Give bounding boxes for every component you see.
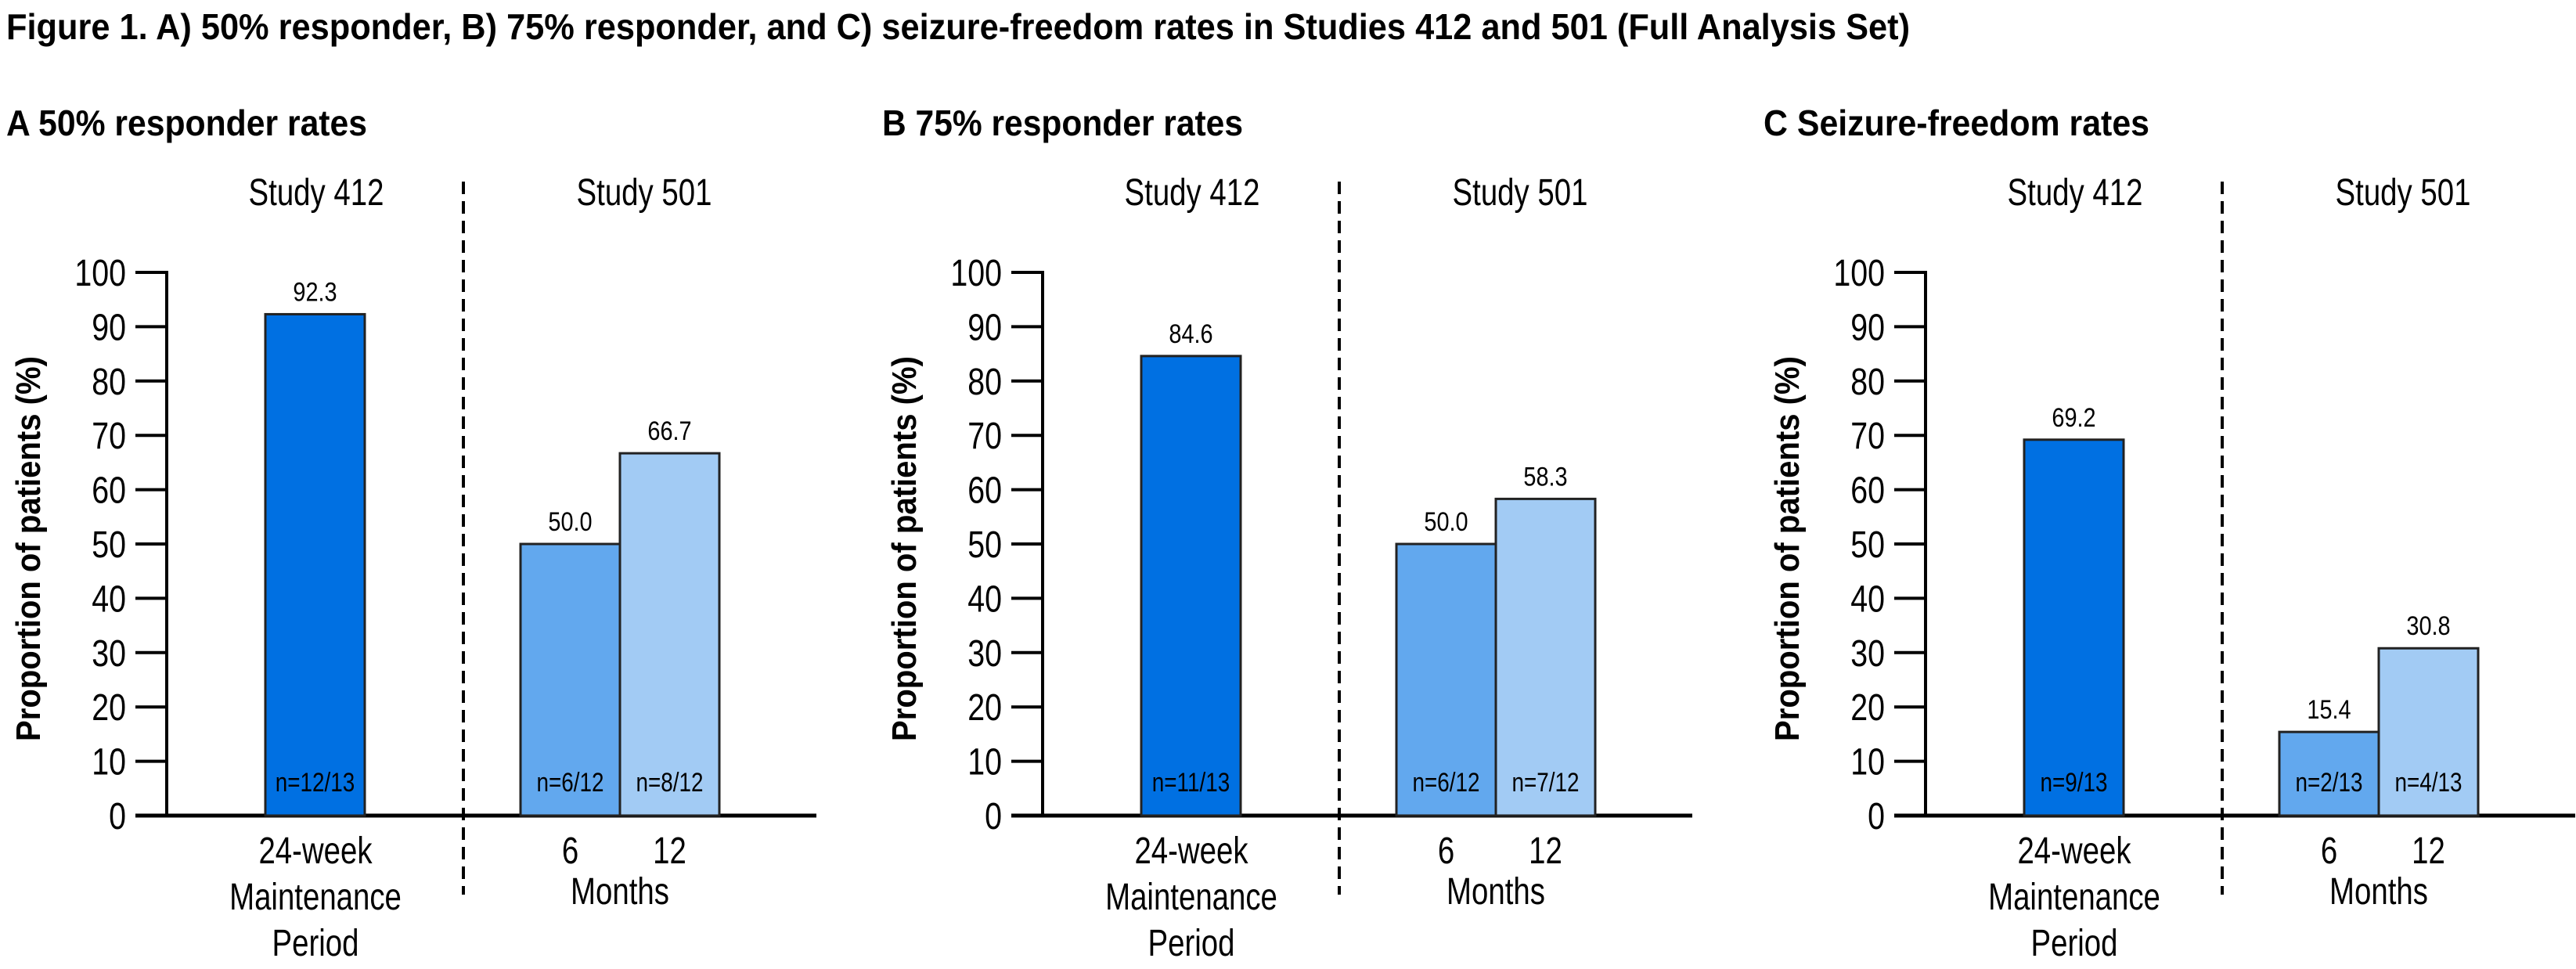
bar-value-label: 50.0 — [548, 506, 592, 537]
y-tick-label: 10 — [967, 741, 1002, 783]
x-tick-label: 12 — [653, 830, 686, 872]
study-header: Study 501 — [1453, 172, 1588, 214]
y-tick-label: 50 — [967, 524, 1002, 566]
x-axis-label: 24-week — [2017, 830, 2131, 872]
y-tick-label: 90 — [92, 307, 126, 349]
x-tick-label: 12 — [1529, 830, 1562, 872]
y-tick-label: 10 — [1850, 741, 1885, 783]
y-tick-label: 30 — [1850, 632, 1885, 675]
x-axis-label: Period — [2031, 923, 2118, 964]
x-axis-label: Months — [1447, 871, 1545, 913]
bar-b-24-week — [1140, 355, 1242, 817]
study-header: Study 412 — [1125, 172, 1260, 214]
y-tick-label: 70 — [967, 416, 1002, 458]
study-header: Study 412 — [2008, 172, 2143, 214]
bar-value-label: 69.2 — [2052, 402, 2095, 433]
bar-n-label: n=9/13 — [2040, 767, 2107, 797]
bar-n-label: n=7/12 — [1511, 767, 1579, 797]
x-tick-label: 6 — [2321, 830, 2337, 872]
panels: A 50% responder rates Proportion of patie… — [6, 103, 2575, 964]
y-tick-label: 0 — [985, 795, 1002, 838]
y-tick-label: 20 — [967, 687, 1002, 729]
y-tick-label: 70 — [1850, 416, 1885, 458]
bar-n-label: n=6/12 — [536, 767, 603, 797]
x-axis-label: Maintenance — [1988, 877, 2160, 918]
y-tick-label: 0 — [109, 795, 126, 838]
bar-value-label: 15.4 — [2307, 694, 2351, 725]
bar-n-label: n=8/12 — [636, 767, 703, 797]
y-tick-label: 50 — [1850, 524, 1885, 566]
bar-n-label: n=2/13 — [2295, 767, 2362, 797]
x-tick-label: 12 — [2412, 830, 2445, 872]
study-header: Study 412 — [249, 172, 384, 214]
y-tick-label: 100 — [1833, 252, 1885, 294]
bar-value-label: 84.6 — [1169, 319, 1212, 349]
x-tick-label: 6 — [1438, 830, 1454, 872]
y-tick-label: 40 — [967, 578, 1002, 621]
x-axis-label: Period — [272, 923, 359, 964]
y-tick-label: 90 — [1850, 307, 1885, 349]
y-tick-label: 80 — [1850, 361, 1885, 403]
panel-title: C Seizure-freedom rates — [1764, 103, 2149, 143]
y-tick-label: 60 — [1850, 470, 1885, 512]
y-tick-label: 70 — [92, 416, 126, 458]
y-tick-label: 30 — [92, 632, 126, 675]
y-tick-label: 20 — [1850, 687, 1885, 729]
y-tick-label: 100 — [74, 252, 126, 294]
bar-c-6 — [2278, 730, 2380, 817]
bar-a-12 — [618, 452, 721, 817]
y-tick-label: 40 — [1850, 578, 1885, 621]
bar-b-6 — [1395, 542, 1497, 817]
x-axis-label: 24-week — [258, 830, 372, 872]
bar-b-12 — [1494, 497, 1597, 817]
y-tick-label: 0 — [1868, 795, 1885, 838]
y-tick-label: 100 — [950, 252, 1002, 294]
bar-n-label: n=4/13 — [2394, 767, 2462, 797]
y-tick-label: 50 — [92, 524, 126, 566]
bar-a-24-week — [264, 312, 366, 817]
panel-title: B 75% responder rates — [882, 103, 1243, 143]
x-axis-label: 24-week — [1134, 830, 1248, 872]
figure-title: Figure 1. A) 50% responder, B) 75% respo… — [6, 6, 1910, 47]
bar-c-12 — [2377, 647, 2480, 817]
bar-value-label: 66.7 — [647, 416, 691, 446]
x-axis-label: Maintenance — [1105, 877, 1277, 918]
bar-c-24-week — [2023, 438, 2125, 817]
bar-n-label: n=6/12 — [1412, 767, 1479, 797]
bar-value-label: 92.3 — [293, 276, 337, 307]
y-tick-label: 20 — [92, 687, 126, 729]
bar-value-label: 58.3 — [1523, 461, 1567, 492]
x-axis-label: Months — [2329, 871, 2428, 913]
y-tick-label: 60 — [92, 470, 126, 512]
study-header: Study 501 — [2336, 172, 2471, 214]
bar-value-label: 30.8 — [2406, 611, 2450, 641]
y-tick-label: 10 — [92, 741, 126, 783]
y-tick-label: 80 — [967, 361, 1002, 403]
panel-a: A 50% responder rates Proportion of patie… — [6, 103, 816, 964]
bar-n-label: n=11/13 — [1152, 767, 1230, 797]
y-tick-label: 80 — [92, 361, 126, 403]
y-tick-label: 60 — [967, 470, 1002, 512]
y-tick-label: 30 — [967, 632, 1002, 675]
bar-n-label: n=12/13 — [276, 767, 355, 797]
x-axis-label: Months — [571, 871, 669, 913]
panel-b: B 75% responder rates Proportion of patie… — [882, 103, 1692, 964]
x-axis-label: Period — [1148, 923, 1235, 964]
y-axis-label: Proportion of patients (%) — [1768, 356, 1807, 741]
y-axis-label: Proportion of patients (%) — [9, 356, 48, 741]
x-axis-label: Maintenance — [229, 877, 402, 918]
y-tick-label: 90 — [967, 307, 1002, 349]
y-axis-label: Proportion of patients (%) — [885, 356, 924, 741]
bar-value-label: 50.0 — [1424, 506, 1468, 537]
study-header: Study 501 — [577, 172, 712, 214]
panel-c: C Seizure-freedom rates Proportion of pat… — [1764, 103, 2575, 964]
y-tick-label: 40 — [92, 578, 126, 621]
x-tick-label: 6 — [562, 830, 578, 872]
panel-title: A 50% responder rates — [6, 103, 367, 143]
